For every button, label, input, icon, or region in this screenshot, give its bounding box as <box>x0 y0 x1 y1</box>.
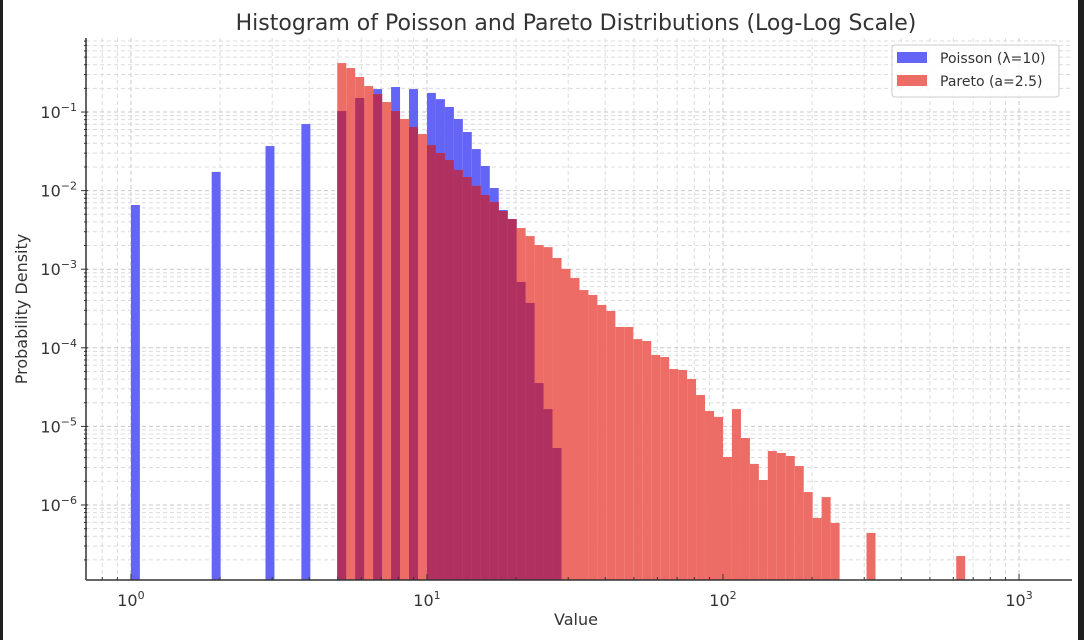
y-tick-label: 10−4 <box>40 337 77 358</box>
y-tick-label: 10−1 <box>40 101 77 122</box>
y-axis-label: Probability Density <box>12 234 31 385</box>
overlap-bar <box>552 447 562 580</box>
overlap-bar <box>337 111 347 580</box>
overlap-bar <box>498 211 508 580</box>
pareto-bar <box>749 463 759 580</box>
overlap-bar <box>435 153 445 580</box>
pareto-bar <box>821 497 831 580</box>
poisson-bar <box>130 205 140 580</box>
pareto-bar <box>651 354 661 580</box>
legend: Poisson (λ=10) Pareto (a=2.5) <box>891 44 1060 98</box>
overlap-bar <box>471 185 481 580</box>
pareto-bar <box>346 68 356 580</box>
pareto-bar <box>669 369 679 580</box>
legend-box <box>891 44 1060 98</box>
pareto-bar <box>714 416 723 580</box>
pareto-bar <box>615 326 625 580</box>
pareto-bar <box>722 456 732 580</box>
pareto-bar <box>588 294 598 580</box>
pareto-bar <box>830 522 840 580</box>
legend-swatch-poisson <box>897 52 927 63</box>
pareto-bar <box>642 341 652 580</box>
pareto-bar <box>812 517 822 580</box>
pareto-bar <box>400 119 410 580</box>
pareto-bar <box>767 451 777 580</box>
overlap-bar <box>543 409 553 580</box>
pareto-bar <box>776 452 786 580</box>
pareto-bar <box>364 86 374 580</box>
overlap-bar <box>480 195 490 580</box>
overlap-bar <box>525 302 535 580</box>
pareto-bar <box>570 277 580 580</box>
pareto-bar <box>579 290 589 580</box>
poisson-bar <box>211 171 221 580</box>
chart-title: Histogram of Poisson and Pareto Distribu… <box>236 11 917 36</box>
overlap-bar <box>453 169 463 580</box>
overlap-bar <box>373 94 383 581</box>
pareto-bar <box>633 339 643 580</box>
pareto-bar <box>785 455 795 580</box>
y-tick-label: 10−2 <box>40 180 77 201</box>
overlap-bar <box>426 145 436 580</box>
pareto-bar <box>660 357 670 580</box>
pareto-bar <box>678 369 688 580</box>
overlap-bar <box>409 127 418 580</box>
pareto-bar <box>731 409 741 580</box>
pareto-bar <box>624 326 634 580</box>
pareto-bar <box>382 102 392 581</box>
x-tick-label: 101 <box>413 589 440 610</box>
legend-label-pareto: Pareto (a=2.5) <box>940 74 1042 90</box>
pareto-bar <box>552 257 562 580</box>
x-tick-label: 102 <box>709 589 736 610</box>
bars <box>130 63 966 581</box>
y-tick-label: 10−6 <box>40 494 77 515</box>
pareto-bar <box>803 492 813 580</box>
legend-swatch-pareto <box>897 75 927 86</box>
pareto-bar <box>687 378 697 580</box>
x-tick-label: 100 <box>117 589 144 610</box>
y-tick-label: 10−3 <box>40 258 77 279</box>
overlap-bar <box>489 202 499 581</box>
axes: 100 101 102 103 10−1 10−2 10−3 10−4 10−5 10−6 <box>40 38 1072 610</box>
pareto-bar <box>597 304 607 580</box>
pareto-bar <box>740 438 750 580</box>
pareto-bar <box>417 134 427 580</box>
pareto-bar <box>561 268 571 580</box>
pareto-bar <box>606 310 616 580</box>
overlap-bar <box>534 383 544 580</box>
overlap-bar <box>462 177 472 580</box>
overlap-bar <box>391 111 401 580</box>
overlap-bar <box>355 97 365 580</box>
x-axis-label: Value <box>554 610 598 629</box>
pareto-bar <box>866 532 876 580</box>
poisson-bar <box>301 124 311 580</box>
x-tick-label: 103 <box>1005 589 1032 610</box>
pareto-bar <box>705 410 715 580</box>
pareto-bar <box>758 479 768 580</box>
y-tick-label: 10−5 <box>40 415 77 436</box>
overlap-bar <box>516 282 526 580</box>
poisson-bar <box>265 146 275 580</box>
pareto-bar <box>794 466 804 580</box>
overlap-bar <box>507 219 517 581</box>
pareto-bar <box>956 556 966 580</box>
legend-label-poisson: Poisson (λ=10) <box>940 51 1046 67</box>
pareto-bar <box>696 394 706 580</box>
overlap-bar <box>444 160 454 580</box>
